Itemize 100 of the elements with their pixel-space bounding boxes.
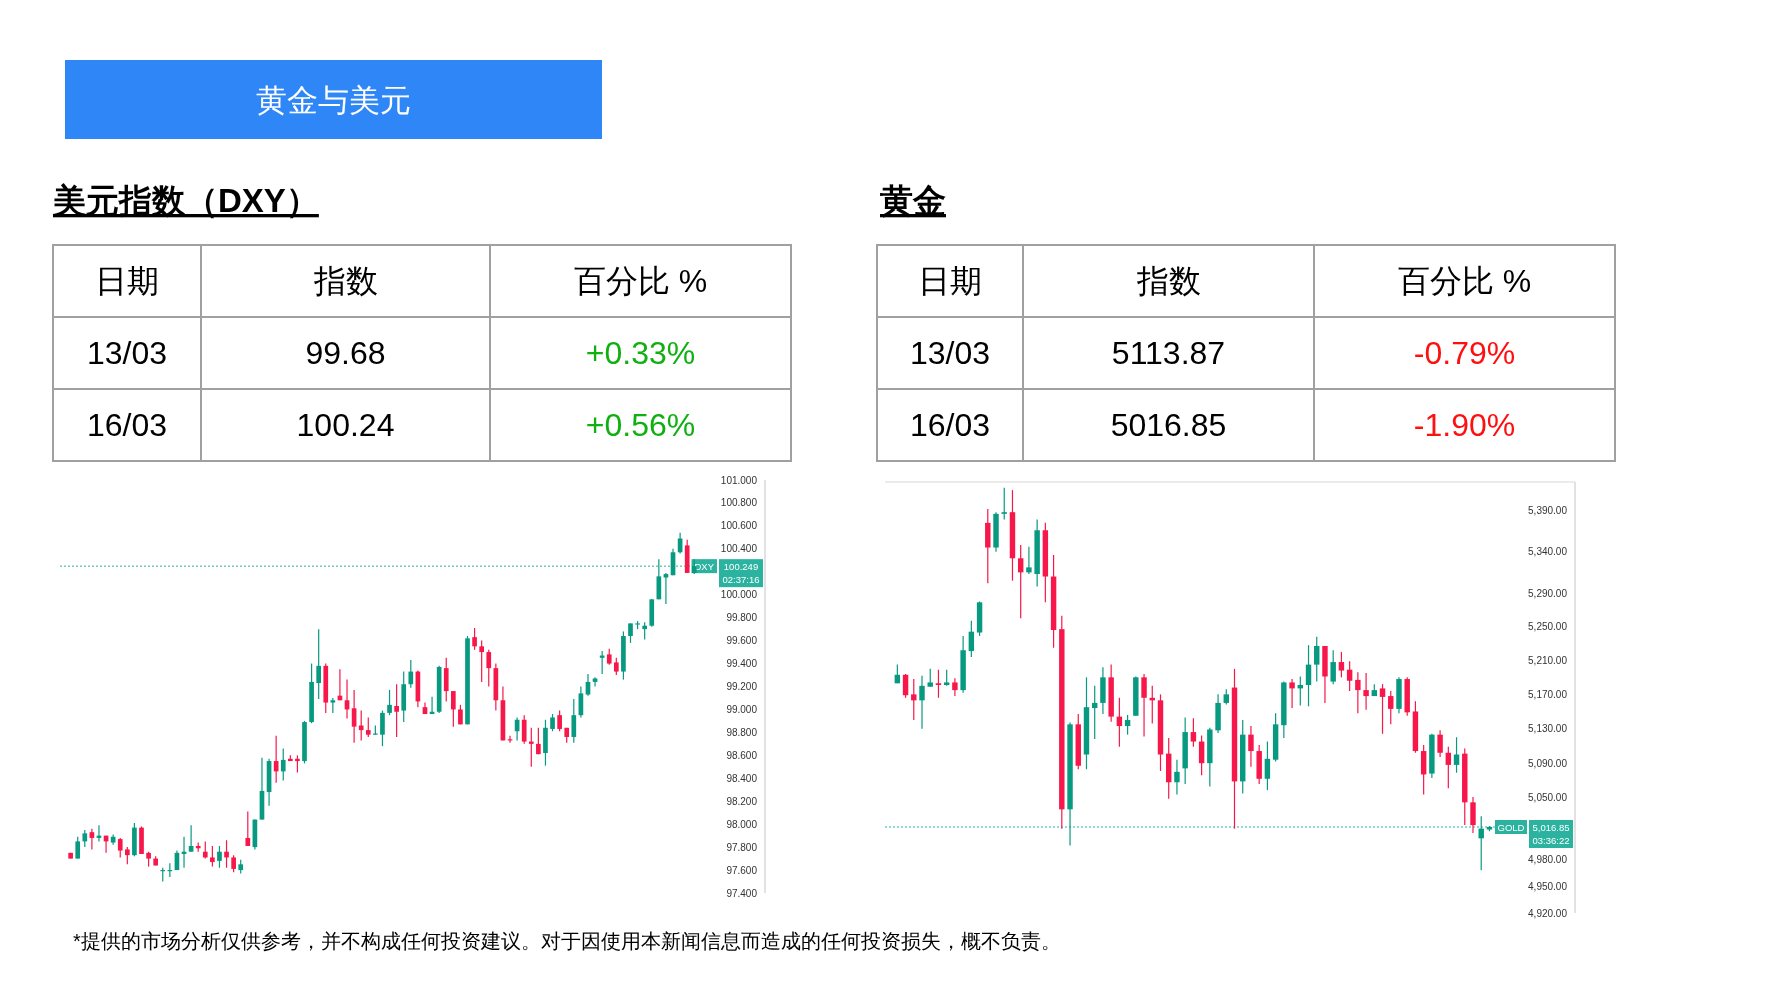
candlestick: [1289, 678, 1295, 709]
text: 百分比 %: [1397, 263, 1532, 299]
y-tick-label: 99.400: [726, 658, 758, 670]
candlestick: [1346, 660, 1353, 692]
candlestick: [408, 659, 414, 689]
text: 99.68: [305, 335, 386, 371]
candlestick: [1001, 487, 1007, 521]
candlestick: [919, 675, 925, 730]
y-tick-label: 5,340.00: [1528, 546, 1568, 558]
candlestick: [1248, 725, 1254, 768]
candlestick: [1355, 671, 1361, 714]
y-tick-label: 4,920.00: [1528, 907, 1568, 919]
candlestick: [1026, 546, 1032, 575]
text: 5016.85: [1110, 407, 1227, 443]
y-tick-label: 98.200: [726, 795, 758, 807]
candlestick: [358, 709, 364, 742]
y-tick-label: 99.000: [726, 703, 758, 715]
candlestick: [571, 698, 577, 744]
text: 5113.87: [1111, 335, 1226, 371]
candlestick: [592, 676, 598, 688]
text: 黄金与美元: [255, 83, 411, 118]
text: 03:36:22: [1532, 834, 1570, 846]
text: 100.24: [296, 407, 395, 443]
candlestick: [443, 657, 449, 703]
text: 13/03: [909, 335, 991, 371]
text: 100.249: [723, 560, 759, 572]
y-tick-label: 5,090.00: [1528, 757, 1568, 769]
candlestick: [479, 640, 485, 683]
candlestick: [280, 747, 286, 782]
y-tick-label: 97.400: [726, 887, 758, 899]
candlestick: [1420, 744, 1427, 796]
candlestick: [902, 673, 909, 699]
ref-line-label: GOLD: [1497, 821, 1525, 833]
text: 指数: [312, 263, 378, 299]
y-tick-label: 5,170.00: [1528, 688, 1568, 700]
text: 日期: [918, 263, 982, 299]
candlestick: [365, 716, 371, 738]
candlestick: [1470, 796, 1476, 834]
candlestick: [935, 669, 942, 699]
y-tick-label: 98.800: [726, 726, 758, 738]
candlestick: [1017, 544, 1024, 619]
candlestick: [911, 678, 917, 721]
text: 02:37:16: [722, 573, 760, 585]
text: +0.33%: [585, 335, 696, 371]
candlestick: [1338, 651, 1345, 678]
y-tick-label: 4,980.00: [1528, 854, 1568, 866]
candlestick: [1437, 729, 1443, 758]
candlestick: [663, 572, 669, 605]
candlestick: [210, 845, 215, 868]
text: 指数: [1135, 263, 1201, 299]
y-tick-label: 5,290.00: [1528, 587, 1568, 599]
y-tick-label: 5,050.00: [1528, 792, 1568, 804]
text: 黄金: [880, 182, 946, 219]
candlestick: [117, 837, 123, 859]
candlestick: [472, 627, 477, 651]
y-tick-label: 5,390.00: [1528, 505, 1568, 517]
candlestick: [380, 709, 385, 747]
text: -0.79%: [1413, 335, 1516, 371]
candlestick: [521, 714, 527, 745]
text: 日期: [95, 263, 159, 299]
text: +0.56%: [585, 407, 696, 443]
candlestick: [1379, 683, 1386, 735]
y-tick-label: 98.600: [726, 749, 758, 761]
candlestick: [1141, 673, 1147, 737]
candlestick: [1174, 759, 1180, 796]
candlestick: [968, 620, 975, 658]
candlestick: [1363, 672, 1369, 711]
candlestick: [450, 690, 456, 728]
y-tick-label: 100.400: [720, 543, 758, 555]
y-tick-label: 99.200: [726, 681, 758, 692]
y-tick-label: 5,130.00: [1528, 723, 1568, 735]
y-tick-label: 100.600: [720, 520, 758, 532]
y-tick-label: 100.800: [720, 497, 758, 509]
text: -1.90%: [1413, 407, 1516, 443]
candlestick: [387, 689, 392, 716]
candlestick: [394, 683, 399, 738]
candlestick: [1445, 746, 1452, 789]
y-tick-label: 100.000: [720, 589, 758, 601]
candlestick: [1264, 740, 1271, 791]
text: 5,016.85: [1532, 821, 1570, 833]
candlestick: [217, 845, 222, 869]
text: 13/03: [86, 335, 168, 371]
y-tick-label: 97.800: [726, 841, 758, 853]
y-tick-label: 97.600: [726, 864, 758, 876]
candlestick: [75, 836, 81, 860]
candlestick: [1124, 714, 1131, 736]
candlestick: [557, 709, 562, 732]
candlestick: [1314, 636, 1320, 683]
candlestick: [245, 810, 251, 847]
candlestick: [1198, 734, 1205, 776]
candlestick: [628, 622, 633, 644]
y-tick-label: 99.600: [726, 635, 758, 647]
candlestick: [952, 677, 958, 697]
y-tick-label: 99.800: [726, 612, 758, 624]
y-tick-label: 4,950.00: [1528, 880, 1568, 892]
candlestick: [1388, 690, 1394, 725]
text: 美元指数（DXY）: [52, 182, 319, 219]
candlestick: [528, 727, 534, 768]
candlestick: [1190, 717, 1197, 748]
y-tick-label: 98.000: [726, 818, 758, 830]
